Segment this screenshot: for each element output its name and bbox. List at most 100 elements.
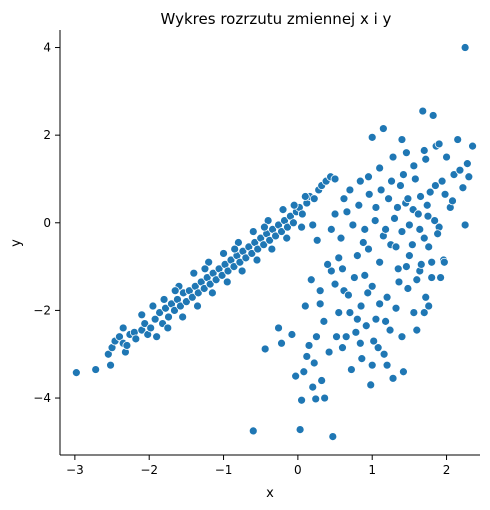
data-point [440,189,450,199]
data-point [399,170,408,179]
data-point [412,275,422,285]
data-point [334,308,344,318]
data-point [91,365,101,374]
data-point [460,220,470,230]
data-point [267,244,277,254]
data-point [375,299,385,309]
data-point [237,266,247,276]
data-point [189,268,199,278]
data-point [295,425,305,434]
data-point [287,330,297,339]
data-point [155,308,165,318]
data-point [421,292,431,302]
data-point [277,227,286,236]
data-point [241,253,251,263]
data-point [297,209,307,219]
data-point [434,139,444,149]
data-point [436,273,446,282]
x-tick-label: −3 [66,463,84,477]
data-point [364,244,373,254]
data-point [393,264,403,274]
data-point [425,187,435,197]
data-point [378,124,388,133]
data-point [399,367,408,377]
data-point [309,194,319,204]
data-point [391,242,401,252]
data-point [462,159,472,169]
data-point [289,218,298,228]
data-point [263,216,273,225]
data-point [460,43,470,52]
data-point [351,327,361,337]
data-point [419,233,429,243]
data-point [300,301,310,311]
data-point [402,148,411,158]
data-point [376,185,386,195]
data-point [259,240,269,250]
data-point [344,290,353,300]
data-point [391,303,401,313]
data-point [326,266,336,276]
data-point [122,341,132,350]
data-point [385,325,395,335]
data-point [430,181,440,190]
data-point [348,220,358,230]
data-point [308,382,318,392]
data-point [260,222,269,232]
data-point [152,332,162,342]
data-point [137,310,147,320]
data-point [317,376,327,385]
data-point [320,393,330,403]
data-point [234,238,243,247]
data-point [118,323,128,333]
x-tick-label: −1 [215,463,233,477]
data-point [409,161,419,171]
data-point [181,297,191,307]
data-point [367,132,377,142]
data-point [106,360,115,370]
x-tick-label: 2 [443,463,451,477]
data-point [345,185,355,195]
data-point [370,216,380,225]
data-point [356,301,366,311]
data-point [219,249,228,258]
data-point [170,306,179,315]
y-tick-label: −4 [33,391,51,405]
data-point [345,308,355,318]
data-point [330,174,340,184]
data-point [71,368,81,378]
data-point [388,373,398,383]
data-point [379,349,389,359]
data-point [103,349,113,359]
data-point [354,200,364,210]
data-point [352,251,362,261]
data-point [223,266,233,276]
data-point [381,224,390,234]
data-point [274,323,283,333]
data-point [131,334,141,344]
points-layer [71,43,477,442]
data-point [367,281,377,291]
data-point [161,303,170,313]
data-point [428,111,438,120]
data-point [402,262,411,272]
data-point [397,227,407,236]
data-point [423,211,433,221]
data-point [375,163,385,173]
data-point [235,257,245,267]
data-point [319,316,329,326]
data-point [382,292,392,302]
data-point [193,301,202,311]
data-point [422,200,432,210]
data-point [360,270,370,280]
data-point [352,314,362,324]
data-point [390,213,399,223]
data-point [283,222,292,232]
data-point [170,286,180,296]
data-point [278,205,288,215]
data-point [364,189,374,199]
data-point [373,343,383,353]
data-point [361,321,371,331]
y-tick-label: 2 [43,128,51,142]
